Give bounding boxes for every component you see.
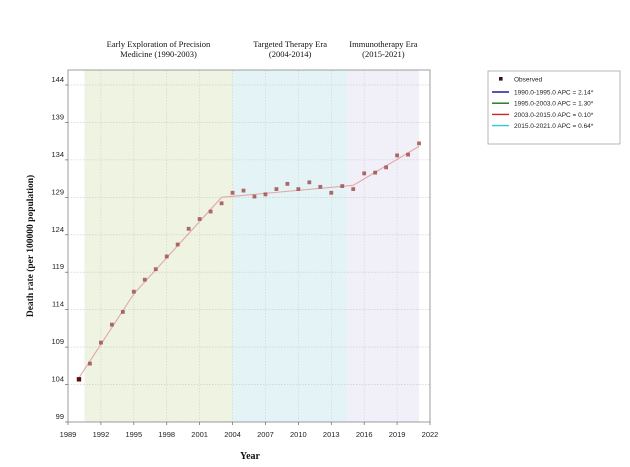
observed-point-2011 [307, 180, 312, 185]
y-tick-label-6: 129 [51, 187, 64, 196]
observed-point-2008 [274, 187, 279, 191]
legend-label-1: 1995.0-2003.0 APC = 1.30* [514, 101, 594, 108]
x-tick-label-1: 1992 [93, 430, 110, 439]
observed-point-1993 [109, 322, 114, 327]
y-tick-label-8: 139 [51, 112, 64, 121]
y-tick-label-1: 104 [51, 375, 64, 384]
era-label-0-line2: Medicine (1990-2003) [120, 49, 197, 59]
observed-point-2018 [384, 165, 389, 170]
plot-frame [67, 69, 431, 423]
era-label-2-line2: (2015-2021) [362, 49, 405, 59]
observed-point-1990 [76, 377, 82, 382]
observed-point-1994 [120, 310, 125, 314]
y-tick-label-2: 109 [51, 337, 64, 346]
y-tick-label-9: 144 [51, 75, 64, 84]
observed-point-1996 [142, 277, 147, 282]
x-tick-label-11: 2022 [422, 430, 439, 439]
x-axis: 1989 1992 1995 1998 2001 2004 2007 2010 2013 2016… [60, 422, 439, 439]
observed-point-2016 [362, 171, 367, 176]
y-axis: 99 104 109 114 119 124 129 134 139 144 [51, 75, 68, 423]
x-tick-label-5: 2004 [224, 430, 241, 439]
observed-points [76, 141, 421, 382]
y-tick-label-0: 99 [56, 412, 64, 421]
x-tick-label-2: 1995 [125, 430, 142, 439]
x-tick-label-9: 2016 [356, 430, 373, 439]
observed-point-2021 [417, 141, 421, 146]
x-tick-label-4: 2001 [191, 430, 208, 439]
era-band-0 [84, 70, 233, 422]
legend-label-3: 2015.0-2021.0 APC = 0.64* [514, 123, 594, 130]
x-tick-label-10: 2019 [389, 430, 406, 439]
observed-point-2002 [208, 209, 213, 214]
era-band-2 [347, 70, 420, 422]
observed-point-2013 [329, 190, 334, 195]
legend-observed-marker [499, 77, 503, 81]
observed-point-2005 [241, 188, 246, 193]
observed-point-2009 [285, 181, 290, 186]
era-label-0-line1: Early Exploration of Precision [107, 39, 211, 49]
y-tick-label-3: 114 [52, 300, 64, 309]
y-tick-label-4: 119 [52, 262, 64, 271]
legend-label-0: 1990.0-1995.0 APC = 2.14* [514, 89, 594, 96]
observed-point-1995 [131, 289, 136, 294]
legend-label-2: 2003.0-2015.0 APC = 0.10* [514, 112, 594, 119]
observed-point-2010 [296, 187, 301, 191]
observed-point-2003 [219, 201, 224, 206]
x-axis-title: Year [240, 451, 261, 462]
observed-point-2012 [318, 184, 323, 189]
y-tick-label-5: 124 [51, 225, 64, 234]
era-label-2-line1: Immunotherapy Era [349, 39, 417, 49]
legend-box [487, 70, 621, 145]
gridlines [67, 70, 431, 423]
era-label-1-line2: (2004-2014) [269, 49, 312, 59]
observed-point-2004 [230, 190, 235, 195]
observed-point-2000 [186, 226, 191, 231]
x-tick-label-3: 1998 [158, 430, 175, 439]
y-tick-label-7: 134 [51, 150, 64, 159]
observed-point-2017 [373, 170, 378, 175]
observed-point-2015 [351, 187, 356, 191]
observed-point-1991 [88, 361, 92, 366]
era-bands [84, 70, 420, 422]
observed-point-2007 [263, 192, 268, 197]
era-label-1-line1: Targeted Therapy Era [253, 39, 327, 49]
x-tick-label-6: 2007 [257, 430, 274, 439]
era-band-1 [232, 70, 348, 422]
legend: Observed 1990.0-1995.0 APC = 2.14* 1995.0-… [487, 70, 621, 145]
observed-point-2014 [340, 184, 345, 188]
observed-point-1992 [99, 340, 103, 345]
observed-point-1997 [153, 267, 158, 272]
observed-point-2019 [395, 153, 399, 158]
observed-point-1998 [164, 254, 169, 259]
observed-point-2020 [406, 152, 410, 157]
observed-point-2006 [252, 194, 257, 199]
observed-point-1999 [175, 242, 180, 247]
x-tick-label-0: 1989 [60, 430, 77, 439]
x-tick-label-8: 2013 [323, 430, 340, 439]
y-axis-title: Death rate (per 100000 population) [25, 175, 36, 317]
observed-point-2001 [197, 217, 202, 221]
x-tick-label-7: 2010 [290, 430, 307, 439]
legend-observed-label: Observed [514, 77, 543, 84]
